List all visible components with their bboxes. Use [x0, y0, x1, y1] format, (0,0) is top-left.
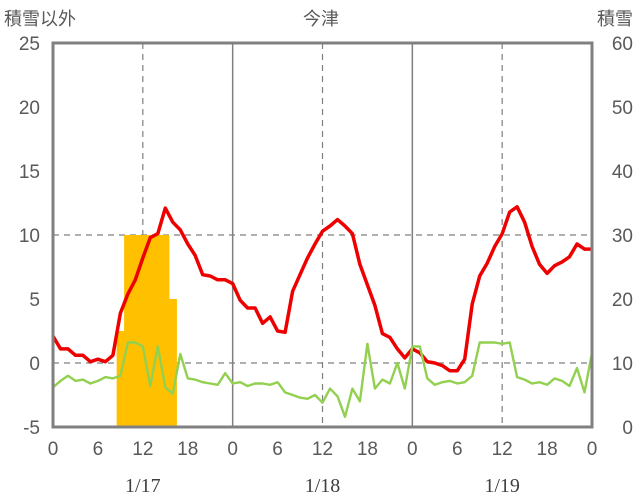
right-tick-label: 40 — [612, 162, 633, 183]
snow-depth-bar — [124, 235, 133, 427]
right-tick-label: 50 — [612, 98, 633, 119]
x-tick-label: 0 — [48, 439, 59, 460]
snow-depth-bar — [169, 299, 177, 427]
left-axis-title: 積雪以外 — [4, 9, 76, 30]
left-tick-label: 20 — [19, 98, 40, 119]
snow-depth-bars — [116, 235, 177, 427]
chart-title: 今津 — [303, 9, 339, 30]
plot-border — [51, 41, 594, 429]
right-axis-title: 積雪 — [597, 9, 633, 30]
right-tick-label: 10 — [612, 354, 633, 375]
date-label: 1/19 — [484, 475, 520, 497]
x-tick-label: 12 — [492, 439, 513, 460]
snow-depth-bar — [139, 235, 147, 427]
snow-depth-bar — [116, 331, 125, 427]
x-tick-label: 0 — [227, 439, 238, 460]
right-tick-label: 20 — [612, 290, 633, 311]
x-tick-label: 0 — [407, 439, 418, 460]
date-label: 1/18 — [305, 475, 341, 497]
x-tick-label: 6 — [93, 439, 104, 460]
right-tick-label: 30 — [612, 226, 633, 247]
left-tick-label: 5 — [29, 290, 40, 311]
green-series-line — [52, 341, 594, 418]
snow-depth-bar — [131, 235, 140, 427]
x-tick-label: 12 — [312, 439, 333, 460]
left-tick-label: 15 — [19, 162, 40, 183]
temperature-line — [51, 205, 592, 373]
plot-frame — [51, 41, 594, 429]
x-tick-label: 6 — [272, 439, 283, 460]
snow-depth-bar — [161, 235, 170, 427]
snow-depth-bar — [154, 235, 162, 427]
right-tick-label: 60 — [612, 34, 633, 55]
snow-depth-bar — [146, 235, 155, 427]
x-tick-label: 18 — [357, 439, 378, 460]
x-tick-label: 18 — [177, 439, 198, 460]
x-tick-label: 18 — [537, 439, 558, 460]
date-label: 1/17 — [125, 475, 161, 497]
left-tick-label: -5 — [23, 418, 40, 439]
left-tick-label: 0 — [29, 354, 40, 375]
left-tick-label: 25 — [19, 34, 40, 55]
left-tick-label: 10 — [19, 226, 40, 247]
x-tick-label: 6 — [452, 439, 463, 460]
x-tick-label: 0 — [587, 439, 598, 460]
x-tick-label: 12 — [132, 439, 153, 460]
right-tick-label: 0 — [622, 418, 633, 439]
